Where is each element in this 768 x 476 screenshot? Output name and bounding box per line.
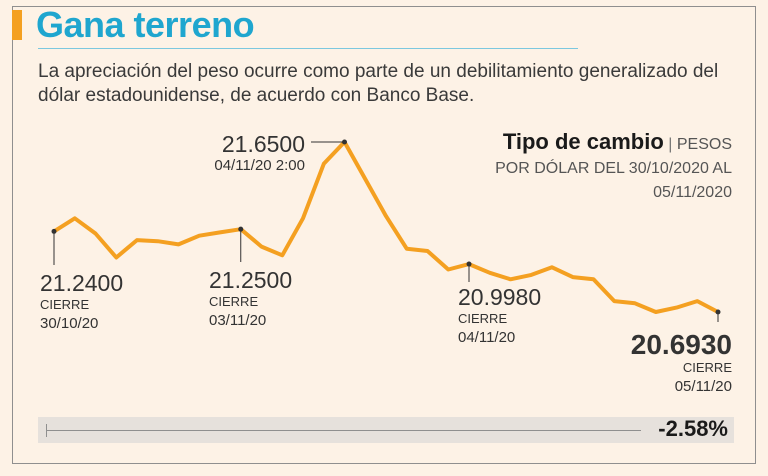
chart-header: Tipo de cambio | PESOS POR DÓLAR DEL 30/… <box>432 130 732 205</box>
chart-title-separator: | <box>668 136 673 153</box>
series-line <box>52 140 720 314</box>
annotation-date-0: 30/10/20 <box>40 315 98 332</box>
chart-unit-line3: 05/11/2020 <box>653 184 732 201</box>
annotation-value-3: 20.9980 <box>458 284 541 310</box>
annotation-value-1: 21.2500 <box>209 267 292 293</box>
chart-title: Tipo de cambio <box>502 129 664 154</box>
annotation-date-1: 03/11/20 <box>209 312 266 329</box>
annotation-date-2: 04/11/20 2:00 <box>214 157 305 174</box>
annotation-value-2: 21.6500 <box>222 131 305 157</box>
annotation-value-0: 21.2400 <box>40 270 123 296</box>
chart-frame <box>12 6 756 464</box>
annotation-date-4: 05/11/20 <box>675 378 732 395</box>
annotation-label-3: CIERRE <box>458 311 507 326</box>
title-underline <box>38 48 578 49</box>
annotation-label-0: CIERRE <box>40 297 89 312</box>
annotation-label-1: CIERRE <box>209 294 258 309</box>
page-subtitle: La apreciación del peso ocurre como part… <box>38 61 719 106</box>
summary-baseline <box>46 430 641 431</box>
summary-start-tick <box>46 424 47 437</box>
percent-change: -2.58% <box>658 416 728 441</box>
annotation-label-4: CIERRE <box>683 360 732 375</box>
annotation-value-4: 20.6930 <box>631 329 732 360</box>
title-accent-bar <box>12 10 22 40</box>
page-title: Gana terreno <box>36 4 255 45</box>
chart-unit-line1: PESOS <box>676 136 732 153</box>
chart-unit-line2: POR DÓLAR DEL 30/10/2020 AL <box>495 160 732 177</box>
annotation-date-3: 04/11/20 <box>458 329 515 346</box>
